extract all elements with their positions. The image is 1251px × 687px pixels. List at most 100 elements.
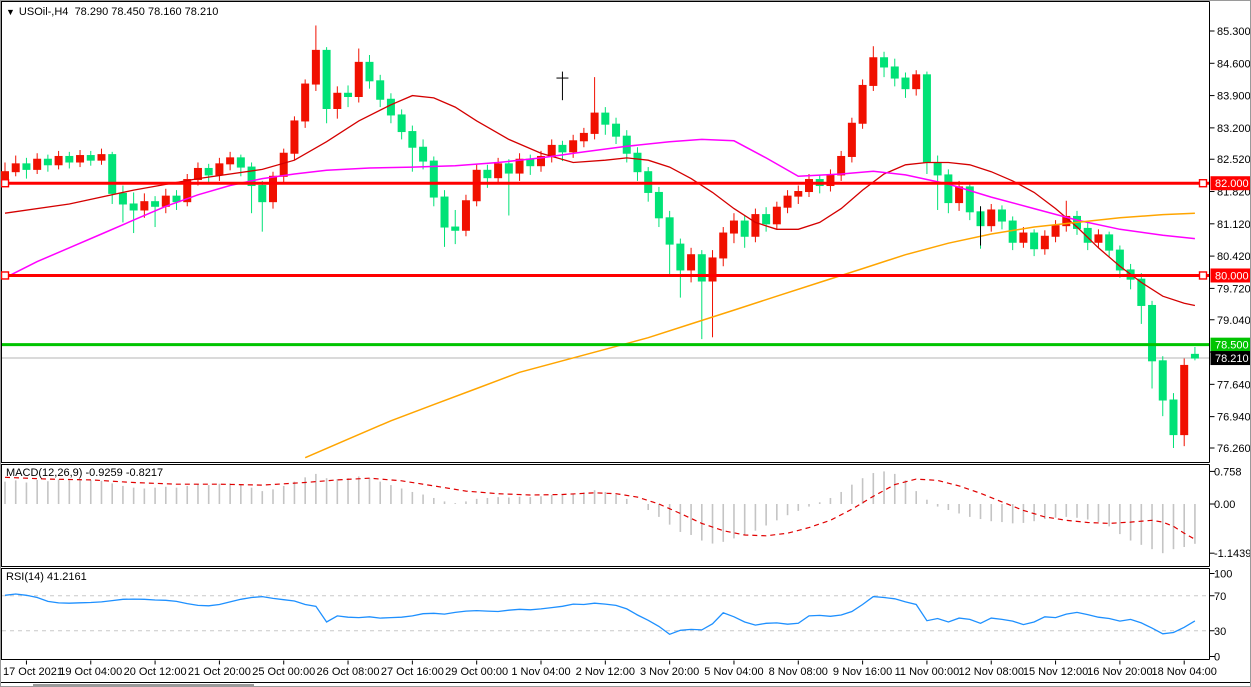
date-tick-label: 8 Nov 08:00 (769, 666, 828, 678)
candle-up (729, 213, 738, 244)
rsi-axis-label: 70 (1214, 591, 1226, 603)
svg-text:78.500: 78.500 (1215, 340, 1249, 352)
svg-text:78.210: 78.210 (1215, 353, 1249, 365)
candle-up (837, 150, 846, 181)
h-scrollbar-thumb[interactable] (33, 684, 254, 687)
candle-down (901, 72, 910, 98)
date-tick-label: 17 Oct 2021 (3, 666, 63, 678)
price-tick-label: 85.300 (1217, 26, 1251, 38)
candle-down (944, 169, 953, 214)
hline-handle[interactable] (1, 271, 10, 280)
candle-up (1094, 229, 1103, 248)
candle-up (290, 116, 299, 161)
date-tick-label: 15 Nov 12:00 (1023, 666, 1088, 678)
date-tick-label: 3 Nov 20:00 (640, 666, 699, 678)
macd-panel[interactable] (4, 471, 1196, 554)
candle-up (354, 48, 363, 103)
candle-up (183, 173, 192, 207)
price-tick-label: 84.600 (1217, 58, 1251, 70)
candle-down (365, 54, 374, 89)
candle-down (890, 58, 899, 87)
hline-handle[interactable] (1198, 179, 1208, 188)
candle-down (1169, 393, 1178, 448)
date-tick-label: 11 Nov 00:00 (895, 666, 960, 678)
date-tick-label: 18 Nov 04:00 (1151, 666, 1216, 678)
candle-up (590, 77, 599, 140)
candle-up (751, 208, 760, 243)
candle-down (1158, 356, 1167, 417)
candle-up (869, 46, 878, 91)
rsi-line (4, 593, 1196, 636)
date-tick-label: 1 Nov 04:00 (511, 666, 570, 678)
date-tick-label: 9 Nov 16:00 (833, 666, 892, 678)
candle-up (76, 150, 85, 168)
price-tick-label: 82.520 (1217, 154, 1251, 166)
candle-up (311, 25, 320, 91)
symbol-title: ▼ USOil-,H4 78.290 78.450 78.160 78.210 (6, 6, 218, 18)
price-tick-label: 77.640 (1217, 379, 1251, 391)
candle-up (54, 150, 63, 170)
candle-down (558, 140, 567, 162)
candle-up (226, 151, 235, 171)
macd-axis-label: 0.758 (1214, 466, 1242, 478)
candle-up (97, 148, 106, 165)
candle-down (376, 74, 385, 108)
candle-up (1180, 358, 1189, 447)
price-badge-78.210: 78.210 (1210, 351, 1250, 366)
candle-down (504, 159, 513, 216)
macd-indicator-label: MACD(12,26,9) -0.9259 -0.8217 (6, 467, 164, 479)
macd-axis-label: -1.1439 (1214, 548, 1251, 560)
price-tick-label: 76.260 (1217, 443, 1251, 455)
candle-down (429, 156, 438, 207)
h-scrollbar[interactable] (33, 684, 254, 687)
candle-up (1051, 220, 1060, 243)
date-tick-label: 19 Oct 04:00 (59, 666, 122, 678)
candle-down (1115, 245, 1124, 278)
candle-down (451, 209, 460, 245)
candle-down (118, 185, 127, 223)
macd-axis-label: 0.00 (1214, 499, 1235, 511)
candle-up (461, 194, 470, 237)
candle-up (537, 150, 545, 172)
candle-down (762, 207, 771, 232)
candle-up (794, 185, 803, 204)
candle-down (86, 150, 95, 166)
date-tick-label: 2 Nov 12:00 (576, 666, 635, 678)
hline-handle[interactable] (1198, 271, 1208, 280)
candle-down (129, 192, 138, 234)
ma-mid-magenta (4, 138, 1195, 279)
candle-up (858, 79, 867, 129)
price-tick-label: 79.040 (1217, 315, 1251, 327)
candle-up (805, 173, 813, 198)
price-badge-78.500: 78.500 (1210, 337, 1250, 352)
candle-up (515, 153, 524, 181)
candle-up (472, 163, 481, 207)
rsi-panel[interactable] (2, 593, 1210, 636)
hline-handle[interactable] (1, 179, 10, 188)
date-tick-label: 5 Nov 04:00 (704, 666, 763, 678)
date-tick-label: 29 Oct 00:00 (445, 666, 508, 678)
symbol-period-label: USOil-,H4 (18, 6, 69, 18)
level-lines-layer[interactable] (1, 179, 1210, 347)
ma-fast-red (4, 94, 1196, 307)
triangle-down-icon[interactable]: ▼ (6, 7, 15, 17)
ma-slow-orange (304, 212, 1195, 459)
candle-up (708, 250, 717, 338)
date-tick-label: 21 Oct 20:00 (188, 666, 251, 678)
candle-down (880, 51, 889, 78)
candle-up (269, 171, 277, 209)
candle-down (1030, 229, 1039, 257)
price-badge-82.000: 82.000 (1210, 176, 1250, 191)
candle-down (676, 238, 685, 298)
candle-down (612, 117, 621, 145)
date-tick-label: 20 Oct 12:00 (124, 666, 187, 678)
price-axis[interactable]: 85.30084.60083.90083.20082.52081.82081.1… (1209, 1, 1251, 664)
price-tick-label: 76.940 (1217, 412, 1251, 424)
candle-down (697, 250, 706, 340)
rsi-axis-label: 30 (1214, 626, 1226, 638)
candle-down (965, 183, 974, 221)
candle-up (912, 70, 921, 96)
rsi-axis-label: 100 (1214, 569, 1232, 581)
